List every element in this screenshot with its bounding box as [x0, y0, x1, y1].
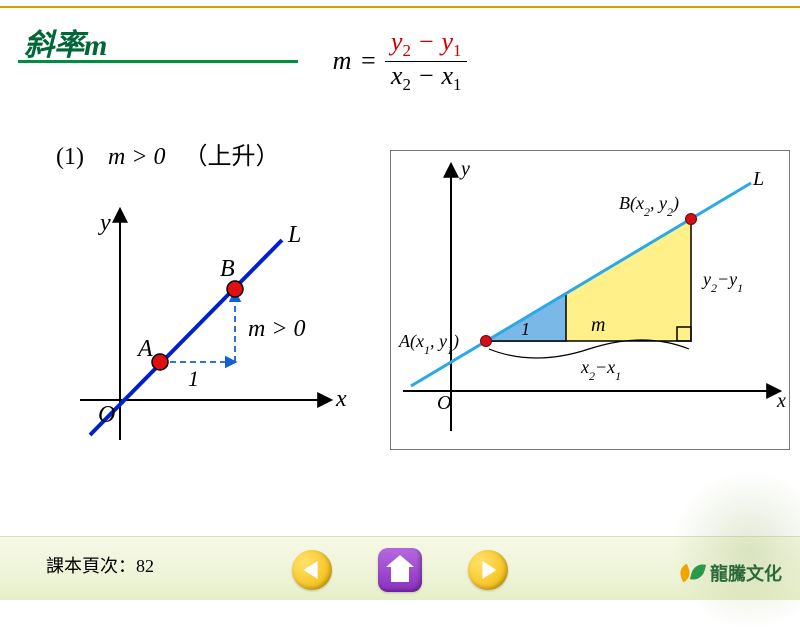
label-A: A(x1, y1): [398, 331, 459, 357]
label-B: B: [220, 256, 235, 282]
label-y: y: [98, 210, 111, 236]
label-m-gt-0: m > 0: [248, 316, 306, 342]
formula-denominator: x2 − x1: [385, 62, 468, 95]
fraction: y2 − y1 x2 − x1: [385, 28, 468, 95]
case-expr: m > 0: [108, 144, 166, 170]
formula-lhs: m: [333, 46, 352, 76]
formula-numerator: y2 − y1: [385, 28, 468, 62]
next-button[interactable]: [466, 548, 510, 592]
nav-controls: [290, 548, 510, 592]
label-dy: y2−y1: [701, 269, 743, 295]
equals-sign: =: [359, 46, 377, 76]
slope-formula: m = y2 − y1 x2 − x1: [280, 28, 520, 95]
title-underline: [18, 60, 298, 63]
brand: 龍騰文化: [680, 560, 782, 586]
point-A: [152, 354, 168, 370]
arrow-right-icon: [468, 550, 508, 590]
label-L: L: [752, 168, 764, 190]
title-var: m: [84, 29, 107, 62]
label-x: x: [776, 390, 786, 412]
diagram-right: y x O L A(x1, y1) B(x2, y2) 1 m x2−x1 y2…: [390, 150, 790, 450]
title-zh: 斜率: [24, 29, 84, 62]
diagram-left: y x O L A B 1 m > 0: [60, 200, 360, 460]
label-x: x: [335, 386, 347, 412]
label-one: 1: [188, 366, 199, 391]
brand-logo-icon: [680, 561, 704, 585]
page-ref-label: 課本頁次：: [46, 556, 136, 576]
label-L: L: [287, 222, 301, 248]
watermark: [670, 470, 800, 630]
page-number: 82: [136, 556, 154, 576]
page-title: 斜率m: [24, 20, 107, 64]
prev-button[interactable]: [290, 548, 334, 592]
case-heading: (1) m > 0 （上升）: [56, 136, 280, 171]
point-B: [686, 214, 697, 225]
page-reference: 課本頁次：82: [46, 552, 154, 578]
case-note: （上升）: [184, 144, 280, 170]
home-icon: [378, 548, 422, 592]
label-O: O: [437, 392, 451, 414]
label-one: 1: [521, 319, 530, 339]
point-A: [481, 336, 492, 347]
home-button[interactable]: [378, 548, 422, 592]
brand-text: 龍騰文化: [710, 560, 782, 586]
label-B: B(x2, y2): [619, 193, 679, 219]
top-rule: [0, 6, 800, 8]
case-index: (1): [56, 144, 84, 170]
line-L: [411, 183, 751, 386]
label-A: A: [136, 336, 153, 362]
label-m: m: [591, 314, 605, 336]
arrow-left-icon: [292, 550, 332, 590]
label-y: y: [459, 158, 470, 180]
label-O: O: [98, 402, 115, 428]
label-dx: x2−x1: [580, 357, 621, 383]
brace-dx: [489, 340, 689, 358]
point-B: [227, 281, 243, 297]
